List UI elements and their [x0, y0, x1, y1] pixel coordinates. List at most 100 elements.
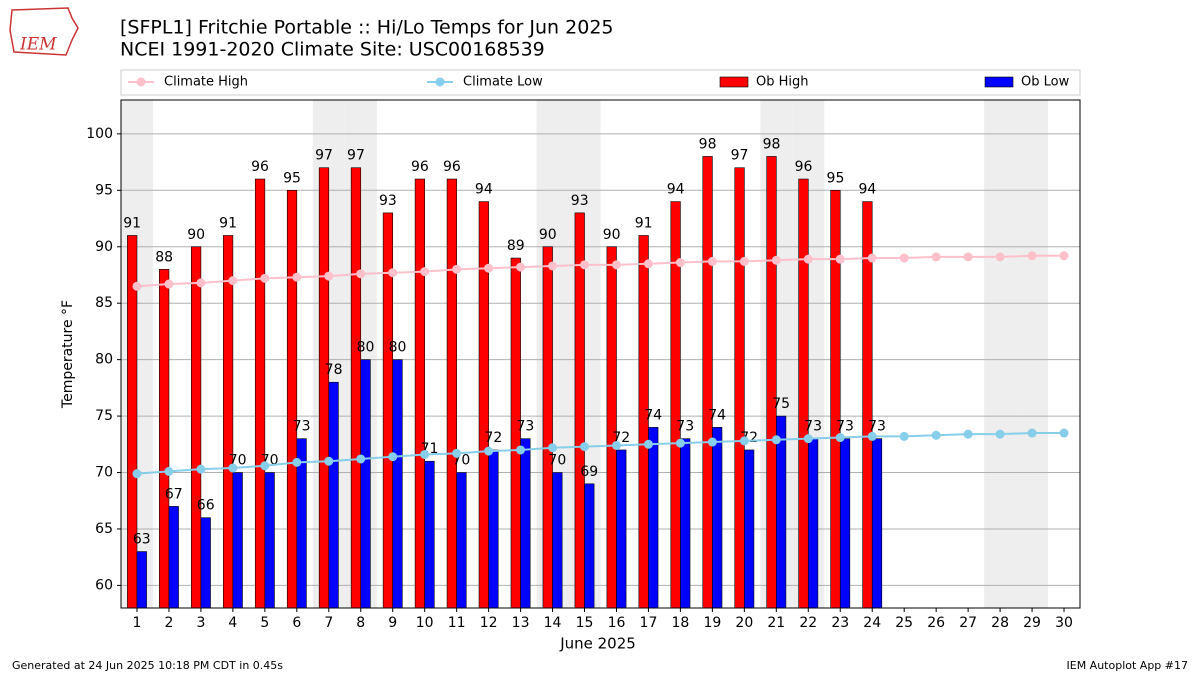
- line-point: [803, 434, 813, 444]
- value-label: 73: [804, 419, 822, 435]
- bar: [871, 438, 883, 609]
- bar: [350, 167, 362, 609]
- bar: [478, 201, 489, 609]
- bar: [392, 359, 403, 609]
- line-point: [388, 268, 398, 278]
- value-label: 63: [133, 532, 151, 548]
- footer-right: IEM Autoplot App #17: [1067, 659, 1189, 672]
- bar: [744, 449, 755, 609]
- line-point: [1059, 251, 1069, 261]
- x-tick-label: 15: [576, 615, 594, 631]
- line-point: [803, 254, 813, 264]
- bar: [318, 167, 330, 609]
- bar: [798, 178, 809, 609]
- bar: [127, 235, 138, 609]
- line-point: [675, 258, 685, 268]
- line-point: [484, 446, 494, 456]
- bar: [776, 415, 787, 609]
- line-point: [228, 463, 238, 473]
- bar: [191, 246, 202, 609]
- bar: [200, 517, 211, 609]
- line-point: [548, 261, 558, 271]
- bar: [264, 472, 275, 609]
- x-tick-label: 26: [927, 615, 945, 631]
- line-point: [196, 278, 206, 288]
- line-point: [739, 256, 749, 266]
- line-point: [260, 461, 270, 471]
- value-label: 97: [347, 148, 365, 164]
- legend: [120, 69, 1081, 96]
- x-tick-label: 27: [959, 615, 977, 631]
- value-label: 96: [795, 159, 813, 175]
- value-label: 90: [187, 227, 205, 243]
- line-point: [931, 252, 941, 262]
- bar: [584, 483, 595, 609]
- x-tick-label: 8: [356, 615, 365, 631]
- legend-swatch: [136, 77, 146, 87]
- bar: [328, 381, 339, 609]
- bar: [839, 438, 851, 609]
- line-point: [771, 255, 781, 265]
- line-point: [228, 276, 238, 286]
- value-label: 73: [676, 419, 694, 435]
- y-tick-label: 100: [86, 126, 113, 142]
- legend-label: Climate High: [164, 75, 248, 90]
- value-label: 90: [539, 227, 557, 243]
- x-tick-label: 17: [640, 615, 658, 631]
- bar: [232, 472, 243, 609]
- line-point: [1027, 428, 1037, 438]
- value-label: 96: [251, 159, 269, 175]
- value-label: 67: [165, 486, 183, 502]
- bar: [702, 156, 713, 609]
- x-tick-label: 29: [1023, 615, 1041, 631]
- line-point: [963, 252, 973, 262]
- bar: [712, 427, 723, 609]
- value-label: 91: [123, 215, 141, 231]
- x-tick-label: 19: [703, 615, 721, 631]
- value-label: 73: [868, 419, 886, 435]
- value-label: 89: [507, 238, 525, 254]
- logo: IEM: [9, 7, 79, 56]
- x-tick-label: 13: [512, 615, 530, 631]
- legend-label: Ob High: [756, 75, 809, 90]
- bar: [446, 178, 457, 609]
- bar: [414, 178, 425, 609]
- x-tick-label: 25: [895, 615, 913, 631]
- logo-text: IEM: [19, 35, 57, 55]
- y-tick-label: 65: [95, 521, 113, 537]
- line-point: [611, 440, 621, 450]
- x-tick-label: 5: [260, 615, 269, 631]
- line-point: [420, 267, 430, 277]
- value-label: 78: [325, 362, 343, 378]
- line-point: [931, 430, 941, 440]
- bar: [254, 178, 266, 609]
- line-point: [707, 256, 717, 266]
- bar: [616, 449, 627, 609]
- line-point: [388, 452, 398, 462]
- y-tick-label: 60: [95, 577, 113, 593]
- line-point: [1027, 251, 1037, 261]
- line-point: [643, 439, 653, 449]
- bar: [456, 472, 467, 609]
- value-label: 91: [219, 215, 237, 231]
- line-point: [867, 431, 877, 441]
- value-label: 88: [155, 249, 173, 265]
- line-point: [516, 262, 526, 272]
- line-point: [835, 254, 845, 264]
- value-label: 66: [197, 498, 215, 514]
- legend-label: Ob Low: [1021, 75, 1070, 90]
- value-label: 90: [603, 227, 621, 243]
- line-point: [324, 271, 334, 281]
- bar: [807, 438, 819, 609]
- x-tick-label: 10: [416, 615, 434, 631]
- bar: [574, 212, 585, 609]
- logo-outline: [9, 7, 79, 56]
- legend-label: Climate Low: [463, 75, 543, 90]
- value-label: 70: [548, 453, 566, 469]
- value-label: 80: [357, 340, 375, 356]
- line-point: [739, 436, 749, 446]
- x-tick-label: 7: [324, 615, 333, 631]
- weekend-shade: [1016, 100, 1049, 608]
- value-label: 73: [293, 419, 311, 435]
